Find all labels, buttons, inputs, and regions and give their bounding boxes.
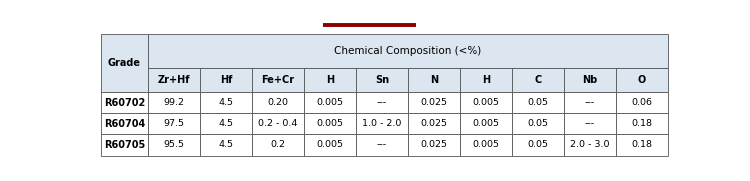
Text: 4.5: 4.5: [218, 98, 233, 108]
Text: R60705: R60705: [104, 140, 145, 150]
Bar: [148, 68, 200, 92]
Bar: [148, 34, 668, 68]
Text: R60704: R60704: [104, 119, 145, 129]
Text: 0.20: 0.20: [267, 98, 288, 108]
Text: Nb: Nb: [582, 75, 598, 85]
Text: H: H: [326, 75, 334, 85]
Text: 2.0 - 3.0: 2.0 - 3.0: [570, 140, 610, 150]
Text: H: H: [482, 75, 490, 85]
Bar: [100, 134, 148, 155]
Bar: [252, 68, 304, 92]
Bar: [100, 113, 148, 134]
Text: 1.0 - 2.0: 1.0 - 2.0: [362, 119, 401, 129]
Text: 97.5: 97.5: [164, 119, 184, 129]
Text: 0.18: 0.18: [632, 119, 652, 129]
Bar: [304, 134, 356, 155]
Bar: [616, 68, 668, 92]
Text: 0.05: 0.05: [527, 119, 548, 129]
Text: 0.005: 0.005: [316, 140, 344, 150]
Bar: [616, 92, 668, 113]
Bar: [100, 34, 148, 92]
Bar: [148, 113, 200, 134]
Bar: [252, 113, 304, 134]
Text: C: C: [534, 75, 542, 85]
Text: Sn: Sn: [375, 75, 389, 85]
Bar: [200, 113, 252, 134]
Bar: [408, 92, 460, 113]
Bar: [252, 134, 304, 155]
Text: ---: ---: [585, 98, 595, 108]
Bar: [252, 92, 304, 113]
Bar: [304, 113, 356, 134]
Text: 0.18: 0.18: [632, 140, 652, 150]
Bar: [460, 134, 512, 155]
Text: 0.005: 0.005: [472, 119, 500, 129]
Text: Fe+Cr: Fe+Cr: [261, 75, 295, 85]
Text: 4.5: 4.5: [218, 140, 233, 150]
Text: ---: ---: [376, 98, 387, 108]
Text: 0.05: 0.05: [527, 140, 548, 150]
Bar: [564, 134, 616, 155]
Bar: [512, 113, 564, 134]
Text: 0.005: 0.005: [472, 140, 500, 150]
Bar: [564, 68, 616, 92]
Bar: [460, 113, 512, 134]
Bar: [460, 68, 512, 92]
Bar: [564, 92, 616, 113]
Bar: [200, 92, 252, 113]
Text: 0.025: 0.025: [421, 140, 448, 150]
Bar: [512, 92, 564, 113]
Bar: [356, 113, 408, 134]
Bar: [460, 92, 512, 113]
Text: O: O: [638, 75, 646, 85]
Text: 0.025: 0.025: [421, 98, 448, 108]
Bar: [408, 68, 460, 92]
Text: 0.005: 0.005: [472, 98, 500, 108]
Text: 0.2: 0.2: [270, 140, 285, 150]
Bar: [616, 113, 668, 134]
Bar: [304, 68, 356, 92]
Text: 4.5: 4.5: [218, 119, 233, 129]
Text: R60702: R60702: [104, 98, 145, 108]
Text: 95.5: 95.5: [164, 140, 184, 150]
Bar: [200, 68, 252, 92]
Bar: [512, 134, 564, 155]
Text: 0.2 - 0.4: 0.2 - 0.4: [258, 119, 298, 129]
Text: Hf: Hf: [220, 75, 232, 85]
Text: 0.025: 0.025: [421, 119, 448, 129]
Bar: [304, 92, 356, 113]
Text: Chemical Composition (<%): Chemical Composition (<%): [334, 46, 482, 56]
Bar: [616, 134, 668, 155]
Bar: [100, 92, 148, 113]
Bar: [356, 134, 408, 155]
Text: 0.005: 0.005: [316, 119, 344, 129]
Text: 0.005: 0.005: [316, 98, 344, 108]
Bar: [564, 113, 616, 134]
Text: 0.06: 0.06: [632, 98, 652, 108]
Text: Grade: Grade: [108, 58, 141, 68]
Text: N: N: [430, 75, 438, 85]
Bar: [148, 92, 200, 113]
Text: ---: ---: [585, 119, 595, 129]
Text: Zr+Hf: Zr+Hf: [158, 75, 190, 85]
Bar: [512, 68, 564, 92]
Text: 99.2: 99.2: [164, 98, 184, 108]
Bar: [200, 134, 252, 155]
Bar: [356, 92, 408, 113]
Text: ---: ---: [376, 140, 387, 150]
Bar: [148, 134, 200, 155]
Bar: [408, 134, 460, 155]
Bar: [356, 68, 408, 92]
Bar: [408, 113, 460, 134]
Text: 0.05: 0.05: [527, 98, 548, 108]
